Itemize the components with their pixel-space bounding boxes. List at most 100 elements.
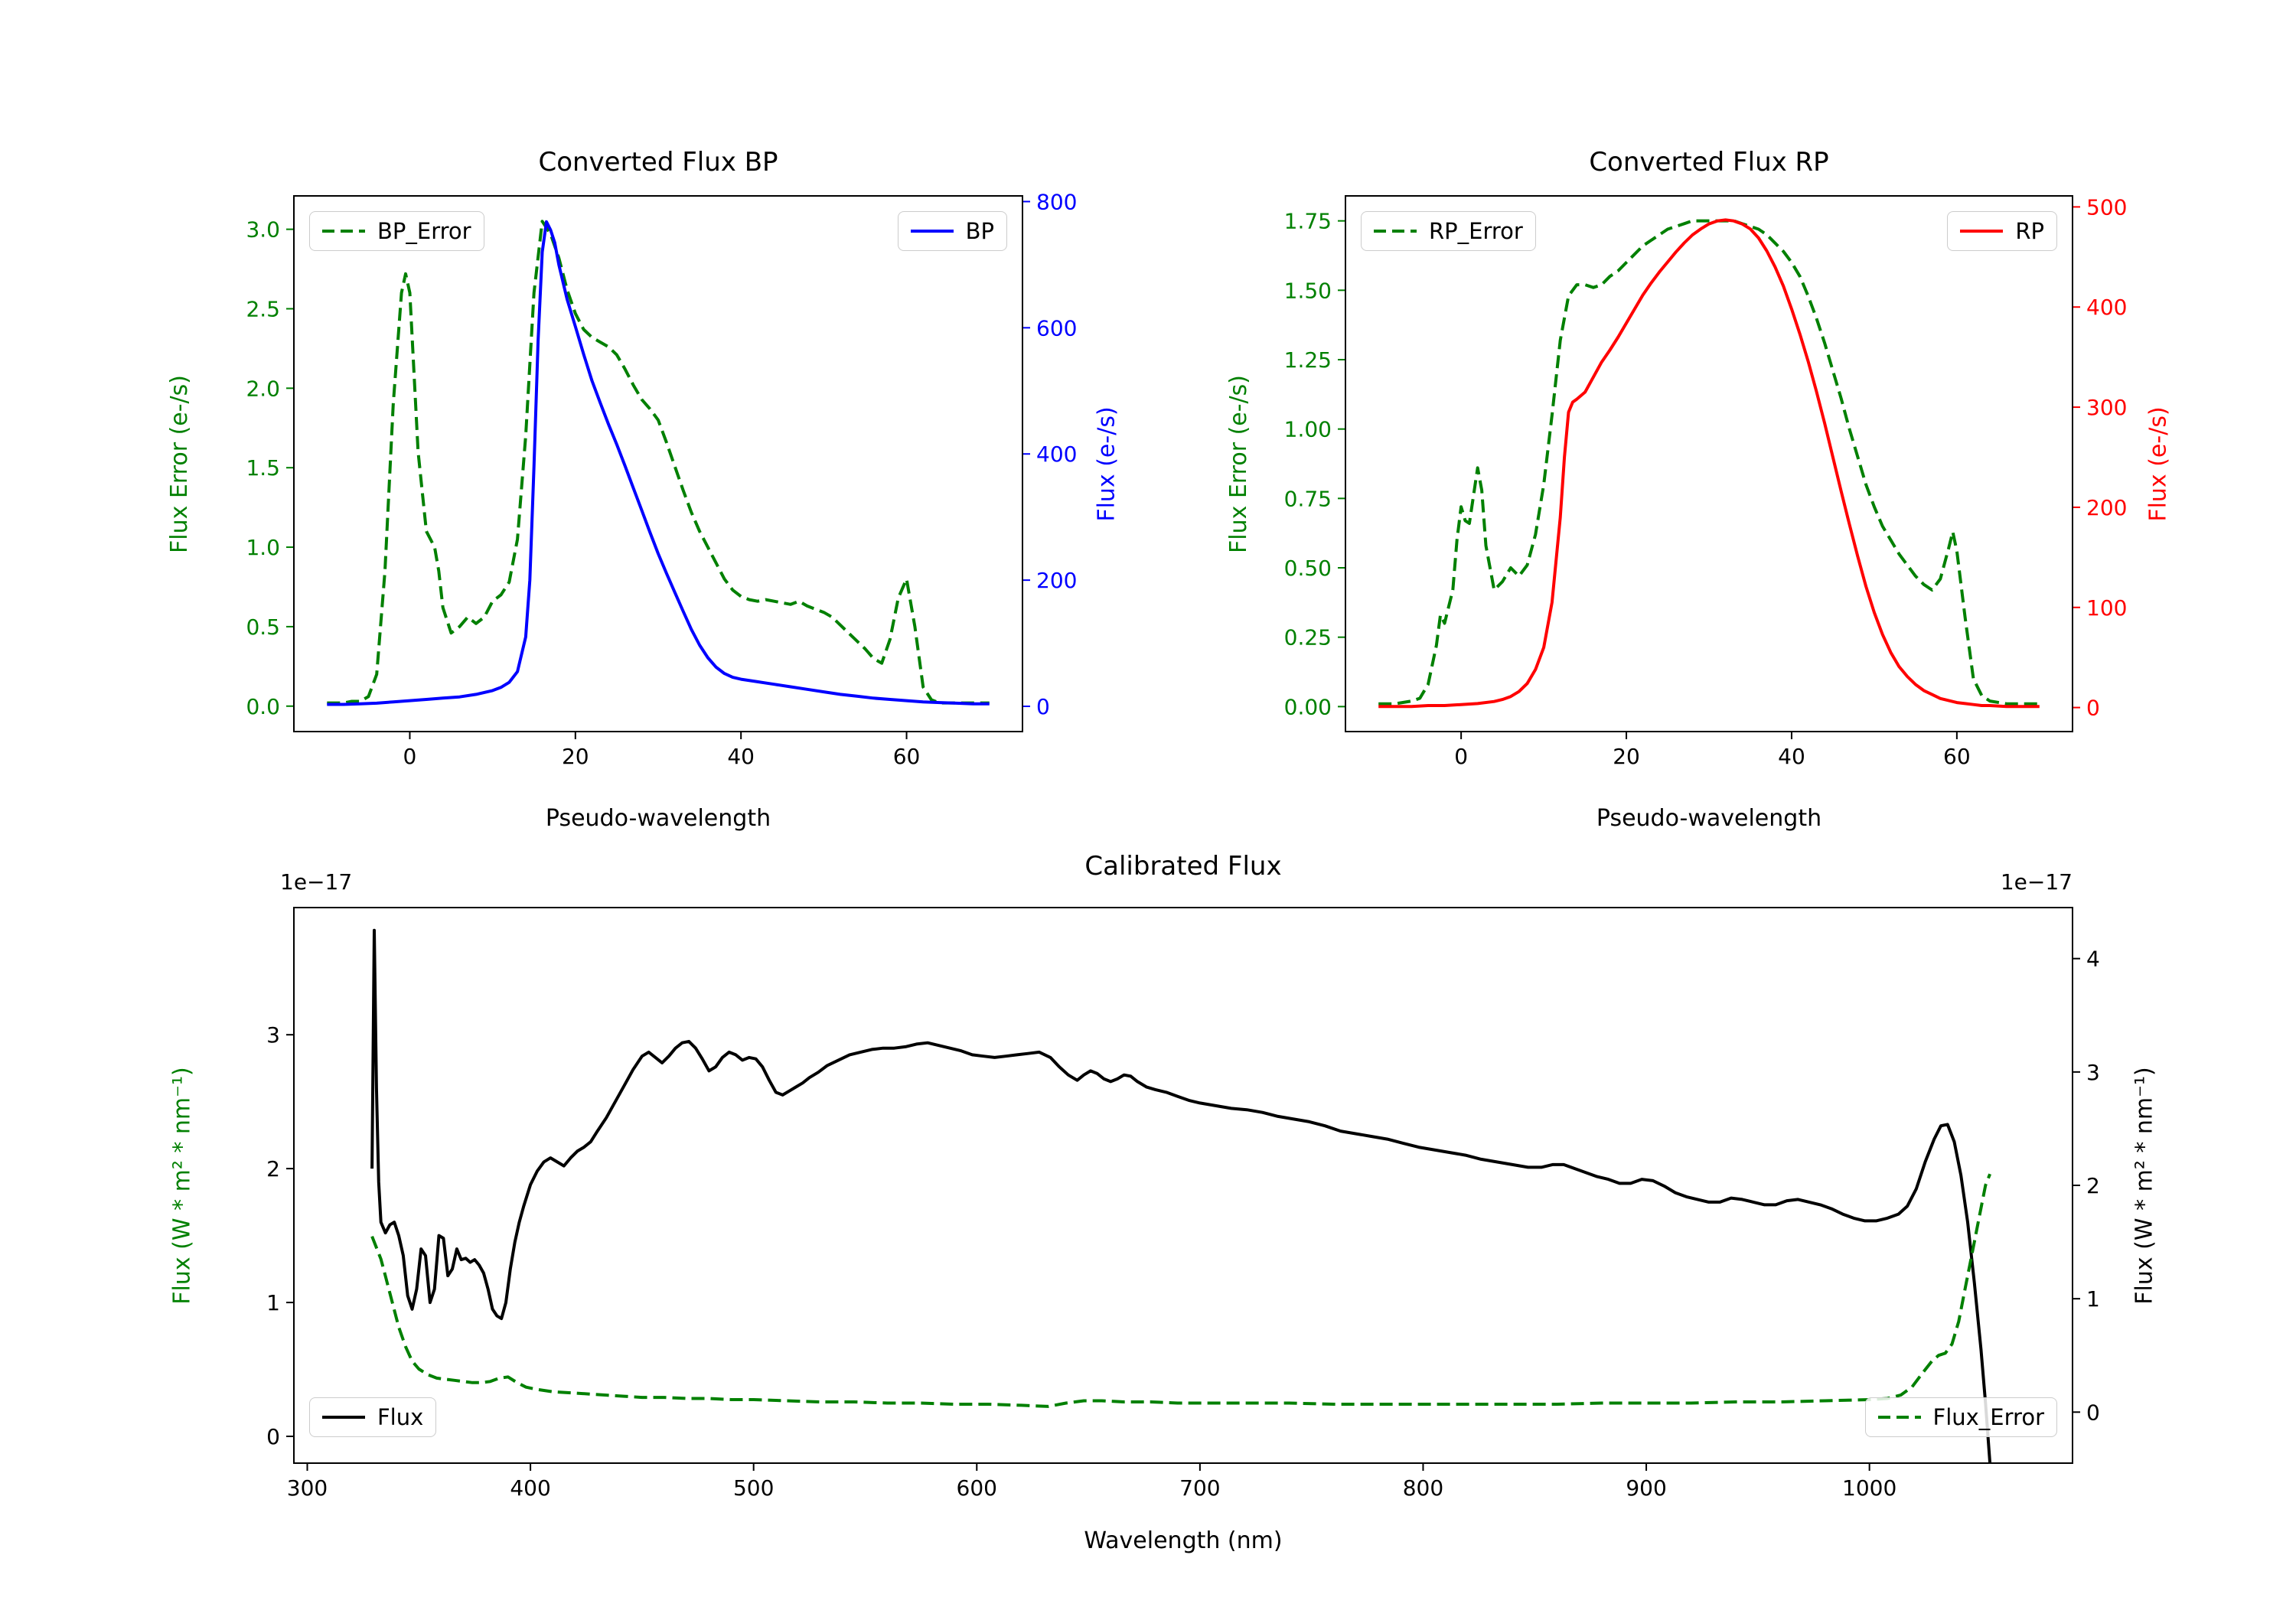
svg-text:3: 3 — [266, 1022, 280, 1048]
cal-series-Flux_Error — [370, 1173, 1991, 1408]
bp-legend-line — [910, 230, 954, 233]
svg-text:1.0: 1.0 — [246, 535, 280, 560]
svg-text:40: 40 — [1778, 744, 1805, 769]
svg-text:60: 60 — [1943, 744, 1971, 769]
rp-plot-area: 0 20 40 60 0.00 0.25 0.50 0.75 1.00 1.25 1.50 1.75 0… — [1284, 194, 2128, 769]
svg-text:0: 0 — [1454, 744, 1468, 769]
bp-plot-area: 0 20 40 60 0.0 0.5 1.0 1.5 2.0 2.5 3.0 0 200 400 600 80… — [246, 189, 1077, 769]
svg-text:300: 300 — [287, 1475, 328, 1501]
bp-error-legend-label: BP_Error — [377, 218, 471, 244]
bp-left-ylabel: Flux Error (e-/s) — [162, 196, 196, 732]
svg-text:0: 0 — [2086, 696, 2100, 721]
svg-text:40: 40 — [727, 744, 755, 769]
svg-text:2: 2 — [2086, 1173, 2100, 1198]
svg-text:1: 1 — [2086, 1286, 2100, 1312]
cal-series-Flux — [370, 928, 1992, 1463]
svg-text:300: 300 — [2086, 395, 2127, 420]
svg-text:20: 20 — [1613, 744, 1640, 769]
rp-error-legend-line — [1374, 230, 1417, 233]
svg-text:400: 400 — [510, 1475, 550, 1501]
bp-series-BP_Error — [327, 220, 990, 705]
svg-text:3.0: 3.0 — [246, 217, 280, 243]
svg-text:700: 700 — [1179, 1475, 1220, 1501]
bp-xaxis-label: Pseudo-wavelength — [545, 805, 771, 832]
rp-chart-title: Converted Flux RP — [1589, 147, 1829, 178]
cal-left-ylabel-text: Flux (W * m² * nm⁻¹) — [168, 1066, 196, 1305]
svg-text:0.0: 0.0 — [246, 694, 280, 719]
bp-error-legend: BP_Error — [309, 211, 484, 251]
svg-text:400: 400 — [1036, 442, 1077, 467]
svg-text:800: 800 — [1036, 189, 1077, 214]
svg-text:4: 4 — [2086, 947, 2100, 972]
bp-right-ylabel-text: Flux (e-/s) — [1093, 406, 1120, 522]
bp-legend: BP — [897, 211, 1007, 251]
cal-right-offset-text: 1e−17 — [2000, 869, 2073, 895]
svg-text:1.50: 1.50 — [1284, 278, 1332, 303]
svg-text:1000: 1000 — [1842, 1475, 1896, 1501]
svg-text:60: 60 — [893, 744, 921, 769]
flux-error-legend: Flux_Error — [1864, 1397, 2057, 1437]
svg-text:200: 200 — [2086, 495, 2127, 520]
flux-legend-label: Flux — [377, 1404, 424, 1430]
rp-error-legend: RP_Error — [1361, 211, 1536, 251]
svg-text:0.75: 0.75 — [1284, 486, 1332, 511]
svg-text:800: 800 — [1403, 1475, 1443, 1501]
svg-text:0: 0 — [2086, 1400, 2100, 1425]
rp-error-legend-label: RP_Error — [1429, 218, 1523, 244]
svg-text:0: 0 — [266, 1424, 280, 1449]
flux-error-legend-label: Flux_Error — [1932, 1404, 2044, 1430]
cal-left-ylabel: Flux (W * m² * nm⁻¹) — [165, 908, 199, 1463]
svg-text:1.75: 1.75 — [1284, 209, 1332, 234]
cal-plot-area: 300 400 500 600 700 800 900 1000 0 1 2 3 0 1 2 3 4 — [266, 907, 2100, 1501]
svg-text:0.5: 0.5 — [246, 614, 280, 640]
rp-left-ylabel-text: Flux Error (e-/s) — [1225, 374, 1252, 553]
svg-text:600: 600 — [1036, 315, 1077, 341]
bp-chart-title: Converted Flux BP — [538, 147, 778, 178]
svg-text:2.5: 2.5 — [246, 296, 280, 321]
cal-chart-title: Calibrated Flux — [1084, 851, 1282, 882]
svg-text:3: 3 — [2086, 1060, 2100, 1085]
svg-text:200: 200 — [1036, 568, 1077, 593]
flux-legend: Flux — [309, 1397, 437, 1437]
svg-text:500: 500 — [2086, 194, 2127, 220]
svg-text:2: 2 — [266, 1156, 280, 1182]
svg-text:2.0: 2.0 — [246, 376, 280, 401]
rp-right-ylabel-text: Flux (e-/s) — [2144, 406, 2172, 522]
svg-text:1.25: 1.25 — [1284, 347, 1332, 373]
svg-text:0.00: 0.00 — [1284, 694, 1332, 719]
svg-text:0: 0 — [1036, 694, 1050, 719]
svg-text:0.50: 0.50 — [1284, 556, 1332, 581]
cal-right-ylabel-text: Flux (W * m² * nm⁻¹) — [2131, 1066, 2158, 1305]
cal-right-ylabel: Flux (W * m² * nm⁻¹) — [2128, 908, 2161, 1463]
rp-legend: RP — [1947, 211, 2057, 251]
svg-text:600: 600 — [957, 1475, 997, 1501]
svg-text:1.5: 1.5 — [246, 455, 280, 481]
rp-xaxis-label: Pseudo-wavelength — [1596, 805, 1822, 832]
svg-text:500: 500 — [733, 1475, 774, 1501]
cal-left-offset-text: 1e−17 — [280, 869, 353, 895]
rp-series-RP_Error — [1378, 219, 2040, 706]
bp-series-BP — [327, 220, 990, 706]
bp-error-legend-line — [322, 230, 365, 233]
flux-legend-line — [322, 1416, 365, 1419]
svg-text:1.00: 1.00 — [1284, 417, 1332, 442]
bp-right-ylabel: Flux (e-/s) — [1090, 196, 1124, 732]
bp-left-ylabel-text: Flux Error (e-/s) — [165, 374, 193, 553]
svg-text:100: 100 — [2086, 595, 2127, 621]
flux-error-legend-line — [1877, 1416, 1921, 1419]
svg-text:0.25: 0.25 — [1284, 625, 1332, 650]
svg-text:400: 400 — [2086, 295, 2127, 320]
rp-left-ylabel: Flux Error (e-/s) — [1221, 196, 1255, 732]
rp-right-ylabel: Flux (e-/s) — [2141, 196, 2175, 732]
svg-text:0: 0 — [403, 744, 417, 769]
svg-text:20: 20 — [562, 744, 589, 769]
svg-text:1: 1 — [266, 1290, 280, 1315]
bp-legend-label: BP — [965, 218, 994, 244]
svg-text:900: 900 — [1626, 1475, 1666, 1501]
rp-legend-line — [1960, 230, 2004, 233]
cal-xaxis-label: Wavelength (nm) — [1084, 1527, 1283, 1554]
rp-legend-label: RP — [2015, 218, 2044, 244]
rp-series-RP — [1378, 218, 2040, 709]
